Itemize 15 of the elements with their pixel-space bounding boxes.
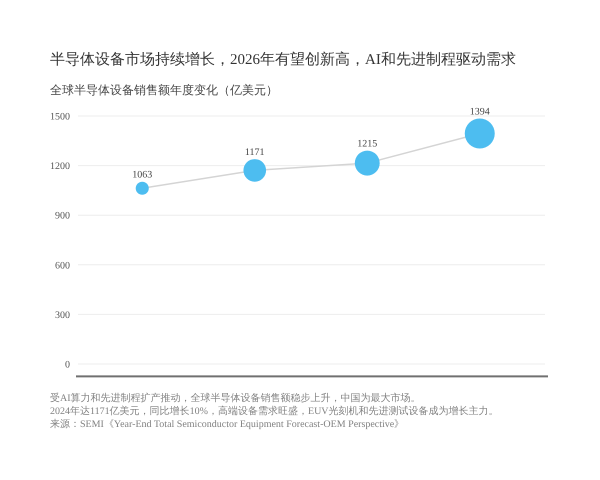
chart-title: 半导体设备市场持续增长，2026年有望创新高，AI和先进制程驱动需求 <box>50 50 516 69</box>
y-tick-label: 300 <box>55 310 70 321</box>
data-label: 1171 <box>244 147 265 158</box>
source-note: 来源：SEMI《Year-End Total Semiconductor Equipment Forecast-OEM Perspective》 <box>50 418 406 431</box>
y-tick-label: 0 <box>65 360 70 370</box>
data-label: 1063 <box>132 170 152 181</box>
y-tick-label: 1500 <box>50 112 70 122</box>
data-label: 1394 <box>470 106 490 118</box>
y-tick-label: 600 <box>55 260 70 272</box>
y-tick-label: 1200 <box>50 161 70 172</box>
y-tick-label: 900 <box>55 210 70 222</box>
chart-subtitle: 全球半导体设备销售额年度变化（亿美元） <box>50 82 278 99</box>
text: 2024年达1171亿美元，同比增长10%，高端设备需求旺盛，EUV光刻机和先进测试设备成为增长主力。 <box>50 405 500 418</box>
text: 受AI算力和先进制程扩产推动，全球半导体设备销售额稳步上升，中国为最大市场。 <box>50 392 422 405</box>
data-label: 1215 <box>357 138 378 150</box>
